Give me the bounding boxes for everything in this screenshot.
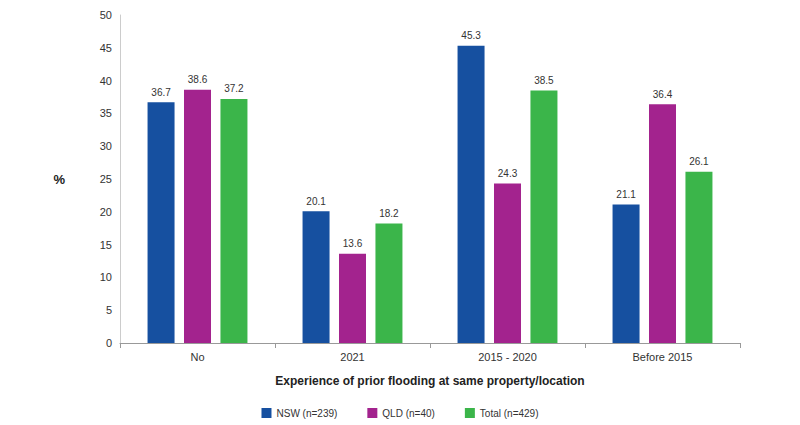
svg-text:13.6: 13.6 [343,238,363,249]
svg-text:24.3: 24.3 [498,168,518,179]
svg-text:20: 20 [100,206,112,218]
svg-text:36.7: 36.7 [151,87,171,98]
svg-text:15: 15 [100,239,112,251]
svg-text:20.1: 20.1 [306,196,326,207]
svg-text:5: 5 [106,304,112,316]
svg-text:0: 0 [106,337,112,349]
svg-text:NSW (n=239): NSW (n=239) [276,408,337,419]
svg-text:21.1: 21.1 [616,189,636,200]
svg-text:36.4: 36.4 [653,89,673,100]
svg-text:25: 25 [100,173,112,185]
svg-text:37.2: 37.2 [224,83,244,94]
svg-text:45: 45 [100,42,112,54]
svg-text:18.2: 18.2 [379,208,399,219]
svg-text:Before 2015: Before 2015 [633,351,693,363]
svg-text:%: % [53,172,65,187]
svg-text:38.5: 38.5 [534,75,554,86]
svg-text:Experience of prior flooding a: Experience of prior flooding at same pro… [275,374,584,388]
svg-text:30: 30 [100,140,112,152]
svg-text:QLD (n=40): QLD (n=40) [382,408,435,419]
svg-text:50: 50 [100,9,112,21]
svg-text:No: No [190,351,204,363]
svg-text:40: 40 [100,75,112,87]
svg-text:38.6: 38.6 [188,74,208,85]
svg-text:Total (n=429): Total (n=429) [480,408,539,419]
svg-text:10: 10 [100,271,112,283]
svg-text:2021: 2021 [340,351,364,363]
svg-text:35: 35 [100,107,112,119]
svg-text:26.1: 26.1 [689,156,709,167]
svg-text:2015 - 2020: 2015 - 2020 [478,351,537,363]
svg-text:45.3: 45.3 [461,30,481,41]
